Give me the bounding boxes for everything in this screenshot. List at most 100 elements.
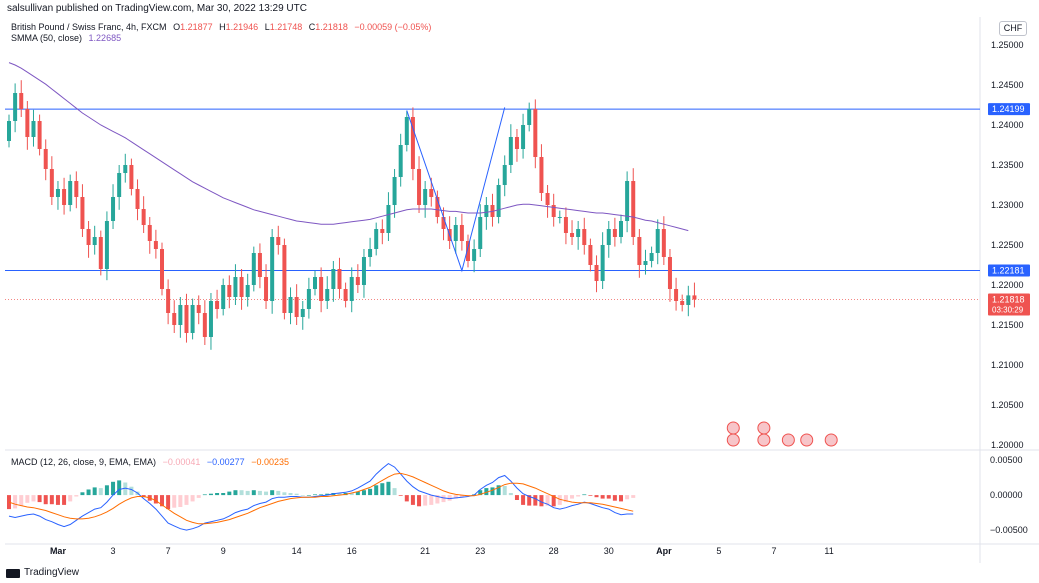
candle-body [680, 301, 685, 305]
macd-histogram-bar [74, 495, 79, 497]
macd-histogram-bar [68, 495, 73, 502]
event-flag-icon [726, 433, 740, 447]
macd-histogram-bar [264, 491, 269, 496]
tradingview-logo-icon [6, 568, 20, 578]
candle-body [606, 229, 611, 245]
event-flag-icon [726, 421, 740, 435]
macd-histogram-bar [31, 495, 36, 502]
smma-value: 1.22685 [88, 33, 122, 43]
level-price-tag [988, 103, 1030, 116]
change-value: −0.00059 (−0.05%) [354, 22, 432, 32]
candle-body [551, 205, 556, 217]
macd-histogram-bar [514, 495, 519, 500]
candle-body [435, 197, 440, 217]
price-tick-label: 1.21500 [991, 320, 1024, 330]
candle-body [49, 169, 54, 197]
macd-histogram-bar [239, 490, 244, 496]
candle-body [423, 189, 428, 205]
macd-histogram-bar [600, 495, 605, 499]
low-value: 1.21748 [269, 22, 303, 32]
candle-body [667, 257, 672, 289]
macd-histogram-bar [410, 495, 415, 505]
time-tick-label: 3 [111, 546, 116, 556]
macd-histogram-bar [233, 490, 238, 496]
candle-body [619, 221, 623, 237]
price-tick-label: 1.20500 [991, 400, 1024, 410]
candle-body [374, 229, 379, 249]
macd-tick-label: 0.00000 [990, 490, 1023, 500]
open-label: O [173, 22, 181, 32]
candle-body [208, 301, 213, 337]
macd-histogram-bar [306, 495, 311, 496]
candle-body [404, 117, 409, 145]
macd-histogram-bar [319, 494, 324, 496]
candle-body [117, 173, 122, 197]
candle-body [508, 137, 513, 165]
macd-histogram-bar [441, 495, 446, 503]
candle-body [74, 181, 79, 197]
candle-body [484, 205, 489, 217]
macd-histogram-bar [184, 495, 189, 505]
level-price-tag [988, 264, 1030, 277]
macd-histogram-bar [453, 495, 458, 499]
candle-body [570, 233, 575, 237]
candle-body [417, 169, 422, 205]
candle-body [43, 149, 48, 169]
macd-histogram-bar [123, 482, 128, 496]
macd-histogram-bar [25, 495, 30, 503]
chart-canvas[interactable]: 1.25000 1.24500 1.24000 1.23500 1.23000 1.225… [5, 17, 1039, 563]
candle-body [215, 301, 220, 309]
macd-histogram-bar [166, 495, 171, 510]
price-tick-label: 1.24500 [991, 80, 1024, 90]
macd-histogram-bar [588, 495, 593, 496]
currency-button[interactable]: CHF [999, 21, 1027, 36]
candle-body [674, 289, 679, 301]
low-label: L [264, 22, 270, 32]
macd-histogram-bar [270, 490, 275, 496]
candle-body [227, 285, 232, 297]
candle-body [563, 217, 568, 233]
candle-body [643, 261, 648, 265]
macd-histogram-bar [172, 495, 177, 508]
macd-histogram-bar [300, 495, 305, 496]
candle-body [135, 189, 140, 209]
candle-body [582, 229, 587, 245]
price-tick-label: 1.25000 [991, 40, 1024, 50]
macd-histogram-bar [349, 493, 354, 496]
macd-histogram-bar [533, 495, 538, 506]
macd-histogram-bar [190, 495, 195, 502]
macd-hist-value: −0.00041 [162, 457, 201, 467]
macd-histogram-bar [104, 485, 109, 496]
candle-body [68, 181, 73, 205]
chart-frame[interactable]: 1.25000 1.24500 1.24000 1.23500 1.23000 1.225… [5, 17, 1039, 563]
candle-body [521, 125, 526, 149]
candle-body [343, 289, 348, 301]
candle-body [270, 237, 275, 301]
macd-histogram-bar [288, 493, 293, 496]
price-tick-label: 1.23500 [991, 160, 1024, 170]
macd-histogram-bar [429, 495, 434, 505]
macd-histogram-bar [496, 485, 501, 496]
time-tick-label: 11 [824, 546, 833, 556]
candle-body [282, 245, 287, 313]
candle-body [300, 309, 305, 317]
high-value: 1.21946 [225, 22, 259, 32]
macd-histogram-bar [478, 490, 483, 496]
time-tick-label: 9 [221, 546, 226, 556]
candle-body [80, 197, 85, 229]
macd-histogram-bar [459, 495, 464, 498]
macd-tick-label: 0.00500 [990, 455, 1023, 465]
candle-body [410, 117, 415, 169]
macd-histogram-bar [521, 495, 526, 505]
macd-histogram-bar [361, 490, 366, 496]
macd-histogram-bar [527, 495, 532, 506]
candle-body [160, 249, 164, 289]
macd-histogram-bar [508, 493, 513, 496]
macd-histogram-bar [117, 480, 122, 496]
time-tick-label: 7 [771, 546, 776, 556]
macd-histogram-bar [380, 483, 385, 496]
high-label: H [219, 22, 226, 32]
macd-line-value: −0.00277 [206, 457, 245, 467]
candle-body [264, 277, 269, 301]
macd-histogram-bar [160, 495, 164, 507]
